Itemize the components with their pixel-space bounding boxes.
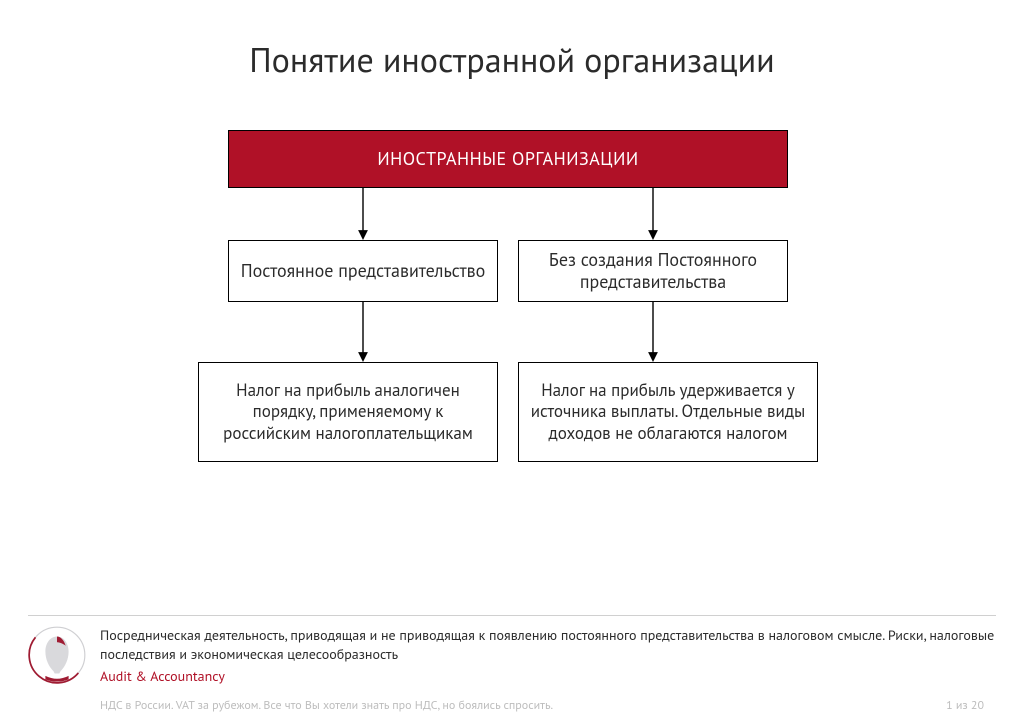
node-left-leaf: Налог на прибыль аналогичен порядку, при… — [198, 362, 498, 462]
footer-row: Посредническая деятельность, приводящая … — [0, 626, 1024, 685]
footer-brand: Audit & Accountancy — [100, 667, 996, 685]
slide-title: Понятие иностранной организации — [0, 38, 1024, 82]
bottom-strip-left: НДС в России. VAT за рубежом. Все что Вы… — [100, 698, 553, 713]
footer-text-block: Посредническая деятельность, приводящая … — [100, 626, 996, 685]
node-right-leaf: Налог на прибыль удерживается у источник… — [518, 362, 818, 462]
node-right-mid-label: Без создания Постоянного представительст… — [529, 249, 777, 294]
bottom-strip-right: 1 из 20 — [946, 698, 984, 713]
brand-logo-icon — [28, 626, 86, 684]
node-left-leaf-label: Налог на прибыль аналогичен порядку, при… — [209, 380, 487, 444]
flowchart-arrows — [0, 130, 1024, 530]
node-left-mid-label: Постоянное представительство — [241, 260, 486, 283]
footer-description: Посредническая деятельность, приводящая … — [100, 626, 996, 662]
slide-footer: Посредническая деятельность, приводящая … — [0, 615, 1024, 685]
node-right-mid: Без создания Постоянного представительст… — [518, 240, 788, 302]
node-left-mid: Постоянное представительство — [228, 240, 498, 302]
slide: Понятие иностранной организации ИНОСТРАН… — [0, 0, 1024, 723]
node-right-leaf-label: Налог на прибыль удерживается у источник… — [529, 380, 807, 444]
bottom-strip: НДС в России. VAT за рубежом. Все что Вы… — [0, 698, 1024, 713]
node-root-label: ИНОСТРАННЫЕ ОРГАНИЗАЦИИ — [377, 148, 638, 171]
footer-divider — [28, 615, 996, 616]
node-root: ИНОСТРАННЫЕ ОРГАНИЗАЦИИ — [228, 130, 788, 188]
flowchart: ИНОСТРАННЫЕ ОРГАНИЗАЦИИ Постоянное предс… — [0, 130, 1024, 530]
